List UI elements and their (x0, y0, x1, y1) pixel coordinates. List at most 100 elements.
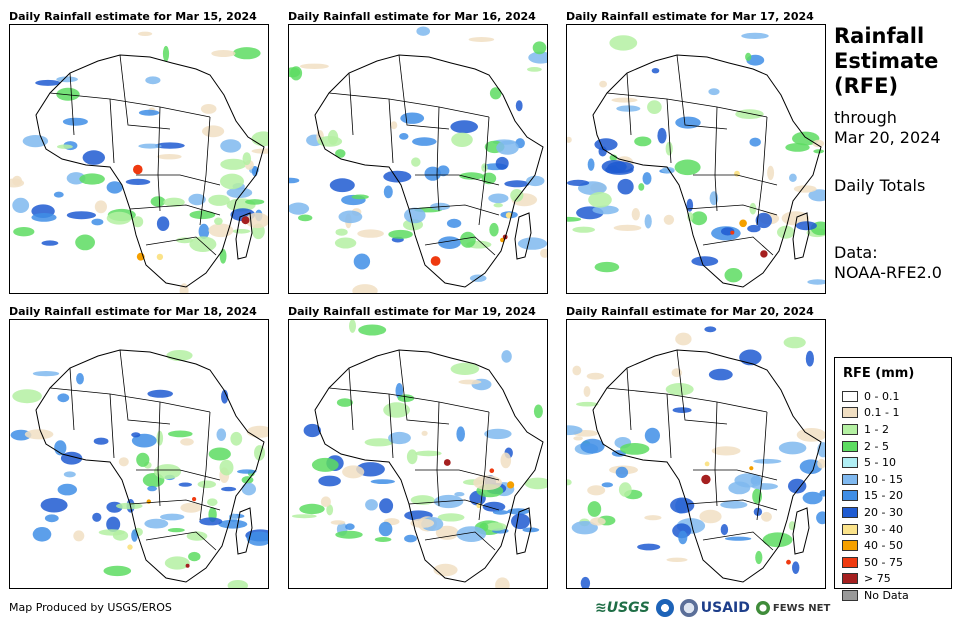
rain-patch (720, 500, 748, 509)
rain-patch (92, 512, 102, 522)
rain-patch (767, 165, 775, 181)
rain-patch (489, 222, 499, 237)
rain-patch (245, 199, 265, 205)
heavy-rain-cell (489, 468, 495, 473)
legend-label: 10 - 15 (864, 472, 903, 486)
rain-patch (567, 425, 583, 436)
legend-swatch (842, 540, 858, 552)
legend-swatch (842, 490, 858, 502)
rain-patch (691, 256, 719, 267)
country-border (348, 72, 354, 136)
legend-row: 0.1 - 1 (842, 405, 909, 422)
rain-patch (785, 143, 810, 152)
rain-patch (666, 557, 688, 562)
rain-patch (303, 423, 321, 438)
rain-patch (500, 452, 512, 469)
country-border (626, 367, 632, 431)
rain-patch (330, 520, 346, 525)
rfe-legend: RFE (mm) 0 - 0.1 0.1 - 1 1 - 2 2 - 5 5 - 10 1… (834, 357, 952, 602)
rain-patch (724, 536, 752, 541)
rain-patch (583, 386, 591, 397)
rain-patch (395, 383, 404, 399)
rain-patch (197, 480, 216, 489)
rain-patch (456, 526, 487, 542)
rain-patch (298, 214, 313, 222)
rain-patch (351, 194, 369, 200)
rain-patch (32, 371, 60, 377)
country-border (415, 469, 500, 481)
rain-patch (755, 212, 772, 229)
rain-patch (180, 502, 202, 513)
usgs-logo: ≋USGS (595, 600, 650, 616)
legend-swatch (842, 473, 858, 485)
rain-patch (793, 185, 817, 193)
rain-patch (41, 240, 59, 246)
legend-row: 2 - 5 (842, 438, 909, 455)
rain-patch (40, 497, 68, 513)
rain-patch (675, 116, 701, 129)
coastline (314, 349, 544, 583)
rain-patch (208, 447, 231, 461)
rain-patch (510, 189, 524, 202)
rain-patch (808, 189, 825, 202)
rain-patch (289, 202, 310, 215)
heavy-rain-cell (730, 230, 735, 235)
rain-patch (125, 178, 151, 185)
country-border (676, 54, 728, 130)
country-border (157, 401, 161, 507)
rain-patch (232, 47, 261, 60)
rain-patch (202, 125, 225, 138)
legend-row: 15 - 20 (842, 488, 909, 505)
rain-patch (590, 517, 606, 526)
rain-patch (164, 556, 190, 570)
rain-patch (157, 154, 182, 160)
country-border (436, 106, 440, 212)
rain-patch (219, 459, 234, 476)
rain-patch (450, 362, 480, 375)
rain-patch (526, 175, 545, 187)
coastline (792, 212, 810, 260)
rain-patch (374, 537, 392, 542)
rain-patch (178, 482, 192, 487)
rain-patch (56, 76, 78, 83)
rain-patch (221, 486, 237, 492)
country-border (478, 411, 490, 521)
legend-row: 5 - 10 (842, 454, 909, 471)
rain-patch (456, 426, 465, 442)
rain-patch (599, 80, 607, 88)
country-border (328, 92, 490, 118)
country-border (398, 54, 450, 130)
through-date: through Mar 20, 2024 (834, 108, 941, 147)
rain-patch (495, 156, 509, 170)
country-border (415, 174, 500, 186)
rain-patch (511, 513, 530, 530)
rain-patch (567, 136, 572, 143)
country-border (199, 116, 211, 226)
rain-patch (501, 350, 512, 363)
rain-patch (580, 438, 605, 454)
legend-swatch (842, 506, 858, 518)
country-border (119, 54, 171, 130)
country-border (686, 204, 778, 216)
usaid-logo: USAID (700, 600, 750, 616)
country-border (424, 531, 496, 551)
rain-patch (400, 112, 425, 124)
rain-patch (186, 531, 208, 541)
rain-patch (98, 529, 125, 536)
rain-patch (116, 502, 143, 510)
rain-patch (131, 432, 141, 438)
rain-patch (528, 51, 547, 64)
rain-patch (611, 97, 638, 103)
legend-label: 50 - 75 (864, 555, 903, 569)
rain-patch (221, 389, 229, 404)
rain-patch (587, 501, 602, 517)
rain-patch (615, 466, 629, 478)
rain-patch (63, 471, 76, 478)
rain-patch (76, 373, 84, 385)
rain-patch (638, 183, 645, 191)
legend-items: 0 - 0.1 0.1 - 1 1 - 2 2 - 5 5 - 10 10 - 15 15 … (842, 388, 909, 604)
rain-patch (211, 50, 236, 57)
rain-patch (644, 427, 660, 444)
rain-patch (704, 326, 717, 333)
rain-patch (533, 404, 543, 419)
